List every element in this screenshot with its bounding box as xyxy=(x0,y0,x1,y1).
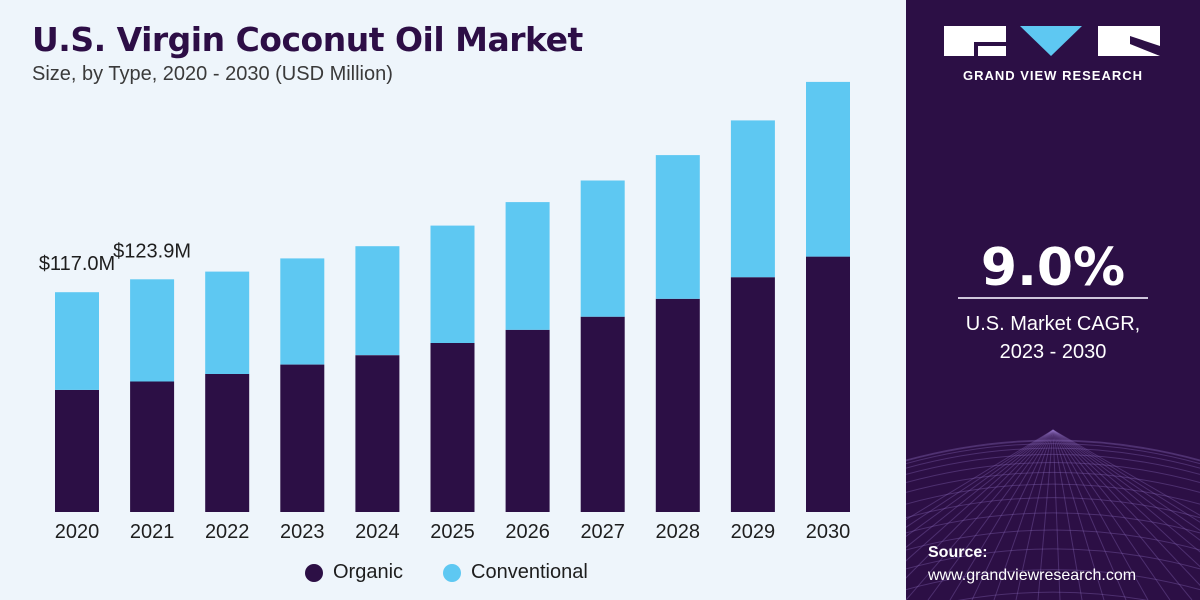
x-tick-label: 2021 xyxy=(130,521,175,543)
bar-conventional-2021 xyxy=(130,279,175,382)
bar-conventional-2027 xyxy=(580,180,625,317)
wireframe-line xyxy=(906,569,1200,591)
wireframe-line xyxy=(906,429,1054,537)
wireframe-line xyxy=(1052,429,1105,600)
x-tick-label: 2020 xyxy=(55,521,100,543)
wireframe-line xyxy=(1052,429,1200,553)
wireframe-line xyxy=(1052,429,1200,541)
wireframe-line xyxy=(906,471,1200,493)
wireframe-line xyxy=(906,453,1200,475)
chart-subtitle: Size, by Type, 2020 - 2030 (USD Million) xyxy=(32,63,393,85)
wireframe-line xyxy=(1052,429,1127,600)
legend: Organic Conventional xyxy=(305,561,588,584)
wireframe-line xyxy=(1015,429,1054,600)
bar-organic-2027 xyxy=(580,316,625,512)
x-tick-label: 2025 xyxy=(430,521,475,543)
info-panel: GRAND VIEW RESEARCH 9.0% U.S. Market CAG… xyxy=(906,0,1200,600)
wireframe-background xyxy=(906,429,1200,600)
wireframe-line xyxy=(906,429,1054,521)
cagr-label-line1: U.S. Market CAGR, xyxy=(965,313,1141,335)
wireframe-line xyxy=(906,429,1054,548)
cagr-value: 9.0% xyxy=(980,238,1126,298)
legend-item-conventional: Conventional xyxy=(443,561,588,584)
wireframe-line xyxy=(906,429,1054,562)
cagr-label-line2: 2023 - 2030 xyxy=(999,341,1107,363)
legend-dot-icon xyxy=(443,563,462,582)
wireframe-line xyxy=(906,548,1200,570)
brand-name: GRAND VIEW RESEARCH xyxy=(962,68,1144,83)
wireframe-line xyxy=(1052,429,1200,531)
wireframe-line xyxy=(1052,429,1171,600)
wireframe-line xyxy=(971,429,1054,600)
source-url: www.grandviewresearch.com xyxy=(928,567,1137,584)
wireframe-line xyxy=(1052,429,1200,568)
wireframe-line xyxy=(1052,429,1200,523)
x-tick-label: 2030 xyxy=(806,521,851,543)
data-label-2020: $117.0M xyxy=(39,253,115,275)
wireframe-line xyxy=(906,443,1200,465)
bar-organic-2023 xyxy=(280,364,325,512)
wireframe-line xyxy=(906,483,1200,505)
legend-label-conventional: Conventional xyxy=(471,561,588,583)
bar-organic-2022 xyxy=(205,373,250,512)
x-tick-label: 2023 xyxy=(280,521,325,543)
source-title: Source: xyxy=(928,544,988,561)
bar-organic-2025 xyxy=(430,343,475,512)
wireframe-line xyxy=(906,429,1054,600)
wireframe-line xyxy=(906,462,1200,483)
x-tick-label: 2029 xyxy=(731,521,776,543)
bar-organic-2029 xyxy=(730,277,775,512)
bar-conventional-2030 xyxy=(806,81,850,257)
bar-organic-2024 xyxy=(355,355,400,512)
wireframe-line xyxy=(906,447,1200,469)
bar-conventional-2029 xyxy=(730,120,775,278)
cagr-label: U.S. Market CAGR, 2023 - 2030 xyxy=(906,310,1200,366)
wireframe-line xyxy=(993,429,1054,600)
wireframe-line xyxy=(949,429,1054,600)
x-tick-label: 2026 xyxy=(505,521,550,543)
wireframe-line xyxy=(1052,429,1193,600)
data-label-2021: $123.9M xyxy=(113,240,191,262)
bar-conventional-2023 xyxy=(280,258,325,365)
chart-title: U.S. Virgin Coconut Oil Market xyxy=(32,20,583,59)
wireframe-line xyxy=(906,429,1054,579)
bar-conventional-2022 xyxy=(205,271,250,374)
wireframe-line xyxy=(906,529,1200,551)
wireframe-line xyxy=(1052,429,1200,586)
bar-organic-2030 xyxy=(806,256,850,512)
wireframe-line xyxy=(1052,429,1083,600)
x-tick-label: 2024 xyxy=(355,521,400,543)
bar-conventional-2026 xyxy=(505,202,550,330)
chart-area: U.S. Virgin Coconut Oil Market Size, by … xyxy=(32,20,851,584)
bar-conventional-2024 xyxy=(355,246,400,356)
wireframe-line xyxy=(906,497,1200,519)
wireframe-line xyxy=(927,429,1054,600)
grand-view-research-logo-icon xyxy=(944,26,1160,56)
bar-organic-2021 xyxy=(130,381,175,512)
wireframe-line xyxy=(906,512,1200,534)
x-tick-label: 2028 xyxy=(656,521,701,543)
bar-organic-2028 xyxy=(655,298,700,512)
divider xyxy=(958,297,1148,299)
wireframe-line xyxy=(1052,429,1061,600)
stacked-bar-chart: 2020 2021 2022 2023 2024 2025 2026 2027 2028 2029… xyxy=(39,81,851,543)
wireframe-line xyxy=(906,440,1200,462)
x-tick-label: 2027 xyxy=(580,521,625,543)
wireframe-line xyxy=(1037,429,1054,600)
legend-label-organic: Organic xyxy=(333,561,404,583)
bar-organic-2020 xyxy=(55,389,99,512)
wireframe-line xyxy=(1052,429,1149,600)
bar-organic-2026 xyxy=(505,329,550,512)
wireframe-line xyxy=(957,591,1149,600)
x-tick-label: 2022 xyxy=(205,521,250,543)
legend-dot-icon xyxy=(305,563,323,582)
bar-conventional-2028 xyxy=(655,155,700,299)
bar-conventional-2025 xyxy=(430,225,475,343)
wireframe-line xyxy=(906,439,1200,461)
wireframe-line xyxy=(906,429,1054,528)
legend-item-organic: Organic xyxy=(305,561,403,584)
bar-conventional-2020 xyxy=(55,292,99,390)
